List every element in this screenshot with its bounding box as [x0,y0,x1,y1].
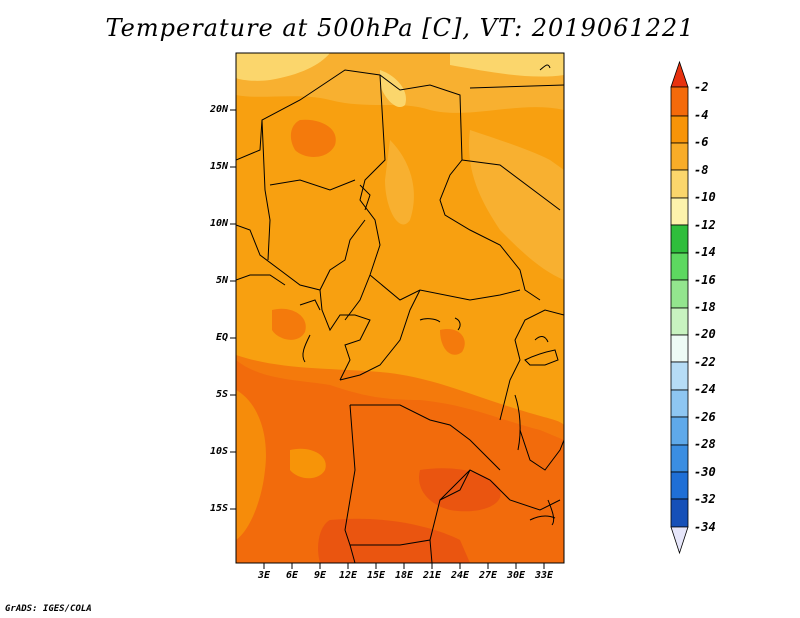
colorbar-swatch [670,334,689,363]
colorbar-swatch [670,389,689,418]
colorbar-label: -28 [694,437,716,451]
colorbar-label: -12 [694,218,716,232]
colorbar-label: -24 [694,382,716,396]
x-tick-label: 30E [506,570,526,581]
colorbar-swatch [670,416,689,446]
x-tick-label: 15E [366,570,386,581]
colorbar-label: -2 [694,80,709,94]
colorbar-label: -10 [694,190,716,204]
colorbar-swatch [670,115,689,144]
colorbar-label: -32 [694,492,716,506]
colorbar-label: -22 [694,355,716,369]
y-tick-label: 5N [215,275,228,286]
colorbar-swatch [670,307,689,336]
colorbar-label: -16 [694,273,716,287]
colorbar-swatch [670,361,689,391]
grads-credit: GrADS: IGES/COLA [5,604,92,614]
y-tick-label: 10S [209,446,228,457]
y-tick-label: EQ [215,332,228,343]
colorbar-swatch [670,252,689,281]
colorbar-swatch [670,444,689,473]
y-tick-label: 5S [215,389,228,400]
y-tick-label: 20N [209,104,228,115]
map-frame [235,52,565,564]
colorbar-swatch [670,279,689,309]
colorbar-label: -4 [694,108,709,122]
colorbar-label: -14 [694,245,716,259]
colorbar-swatch [670,142,689,171]
temperature-field [236,53,564,563]
y-tick-label: 10N [209,218,228,229]
colorbar-label: -30 [694,465,716,479]
colorbar-swatch [670,169,689,199]
colorbar-swatch [670,471,689,500]
y-tick-label: 15S [209,503,228,514]
x-tick-label: 9E [313,570,327,581]
y-axis-ticks [230,109,236,510]
colorbar-swatch [670,224,689,254]
y-tick-label: 15N [209,161,228,172]
x-tick-label: 33E [534,570,554,581]
x-tick-label: 18E [394,570,414,581]
colorbar-label: -34 [694,520,716,534]
x-tick-label: 12E [338,570,358,581]
colorbar-label: -18 [694,300,716,314]
x-tick-label: 6E [285,570,299,581]
colorbar-bottom-arrow [670,526,689,555]
colorbar-top-arrow [670,60,689,88]
x-tick-label: 27E [478,570,498,581]
colorbar [670,60,689,555]
colorbar-label: -6 [694,135,709,149]
colorbar-label: -8 [694,163,709,177]
colorbar-label: -26 [694,410,716,424]
map-title: Temperature at 500hPa [C], VT: 201906122… [105,14,695,42]
x-tick-label: 3E [257,570,271,581]
x-tick-label: 24E [450,570,470,581]
colorbar-swatch [670,197,689,226]
colorbar-label: -20 [694,327,716,341]
x-axis-ticks [263,563,545,569]
colorbar-swatch [670,498,689,528]
x-tick-label: 21E [422,570,442,581]
colorbar-swatch [670,86,689,117]
country-borders [236,64,564,563]
